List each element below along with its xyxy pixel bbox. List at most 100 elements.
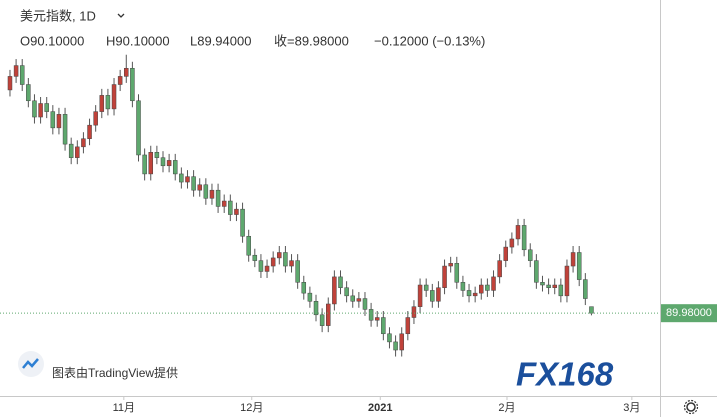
candle-body bbox=[540, 282, 545, 286]
candle-body bbox=[436, 287, 441, 302]
last-price-box bbox=[661, 304, 717, 323]
candle-body bbox=[111, 84, 117, 110]
candle-body bbox=[270, 257, 276, 267]
candle-body bbox=[215, 189, 221, 207]
candle-body bbox=[546, 284, 551, 288]
candle-body bbox=[301, 282, 307, 294]
x-tick-label: 3月 bbox=[623, 402, 640, 414]
candle-body bbox=[558, 284, 564, 297]
logo: FX168 bbox=[516, 356, 614, 393]
attribution: 图表由TradingView提供 bbox=[52, 365, 178, 380]
candle-body bbox=[19, 65, 25, 85]
candle-body bbox=[289, 260, 294, 267]
candle-body bbox=[552, 284, 557, 288]
candle-body bbox=[509, 238, 515, 248]
candle-body bbox=[399, 333, 404, 351]
ohlc-high: H90.10000 bbox=[106, 33, 170, 48]
candle-body bbox=[228, 200, 233, 215]
candle-body bbox=[172, 160, 178, 175]
candle-body bbox=[430, 290, 435, 302]
candle-body bbox=[185, 176, 190, 183]
candle-body bbox=[93, 111, 98, 126]
candle-body bbox=[13, 65, 19, 77]
candle-body bbox=[411, 306, 417, 318]
candle-body bbox=[497, 260, 502, 278]
candle-body bbox=[179, 173, 184, 183]
candle-body bbox=[166, 160, 172, 167]
x-tick-label: 2021 bbox=[368, 402, 392, 414]
candle-body bbox=[7, 76, 13, 91]
candle-body bbox=[295, 260, 300, 283]
candle-body bbox=[374, 317, 380, 321]
candle-body bbox=[313, 301, 319, 316]
candle-body bbox=[38, 103, 43, 118]
symbol-caret[interactable] bbox=[117, 13, 125, 18]
candle-body bbox=[405, 317, 411, 335]
symbol: 美元指数, 1D bbox=[20, 8, 96, 23]
candle-body bbox=[356, 298, 362, 302]
candle-body bbox=[454, 263, 460, 283]
candle-body bbox=[362, 298, 368, 310]
candle-body bbox=[534, 260, 539, 283]
candle-body bbox=[319, 314, 325, 326]
candle-body bbox=[387, 333, 392, 343]
candle-body bbox=[136, 100, 141, 156]
candle-body bbox=[105, 95, 111, 110]
candle-body bbox=[423, 284, 429, 291]
candle-body bbox=[148, 152, 154, 175]
candle-body bbox=[26, 84, 31, 102]
candle-body bbox=[252, 254, 258, 261]
candle-body bbox=[62, 114, 68, 145]
candle-body bbox=[515, 225, 521, 240]
candle-body bbox=[466, 290, 472, 297]
candle-body bbox=[68, 143, 74, 158]
candle-body bbox=[332, 276, 337, 305]
candle-body bbox=[240, 208, 245, 237]
candle-body bbox=[32, 100, 37, 118]
x-tick-label: 12月 bbox=[240, 402, 263, 414]
candle-body bbox=[491, 276, 496, 291]
candle-body bbox=[350, 295, 355, 302]
ohlc-low: L89.94000 bbox=[190, 33, 251, 48]
candle-body bbox=[277, 252, 282, 259]
candle-body bbox=[503, 246, 509, 261]
candle-body bbox=[576, 252, 582, 280]
candle-body bbox=[472, 292, 478, 297]
candle-body bbox=[485, 284, 490, 291]
candle-body bbox=[124, 68, 129, 77]
candle-body bbox=[344, 287, 349, 297]
candle-body bbox=[154, 152, 160, 158]
tv-logo bbox=[18, 351, 44, 377]
candle-body bbox=[570, 252, 576, 267]
x-tick-label: 11月 bbox=[113, 402, 135, 414]
candle-body bbox=[87, 124, 92, 139]
candle-body bbox=[203, 184, 209, 199]
candle-body bbox=[258, 260, 264, 272]
candle-body bbox=[117, 76, 123, 85]
last-price-label: 89.98000 bbox=[666, 307, 712, 319]
candle-body bbox=[44, 103, 49, 112]
candle-body bbox=[393, 341, 398, 351]
candle-body bbox=[209, 189, 215, 199]
candle-body bbox=[142, 154, 147, 175]
candle-body bbox=[75, 146, 80, 158]
candle-body bbox=[56, 114, 62, 129]
candle-body bbox=[521, 225, 527, 251]
candle-body bbox=[99, 95, 105, 112]
candle-body bbox=[264, 265, 270, 272]
candle-body bbox=[589, 306, 594, 314]
ohlc-change: −0.12000 (−0.13%) bbox=[374, 33, 485, 48]
candle-body bbox=[381, 317, 386, 335]
candle-body bbox=[160, 157, 166, 167]
settings-icon[interactable] bbox=[683, 399, 699, 415]
candle-body bbox=[307, 292, 313, 302]
candle-body bbox=[283, 252, 288, 267]
candle-body bbox=[130, 68, 135, 102]
candle-body bbox=[221, 200, 227, 207]
candle-body bbox=[246, 235, 251, 256]
candle-body bbox=[234, 208, 239, 215]
x-tick-label: 2月 bbox=[498, 402, 515, 414]
candle-body bbox=[564, 265, 570, 297]
